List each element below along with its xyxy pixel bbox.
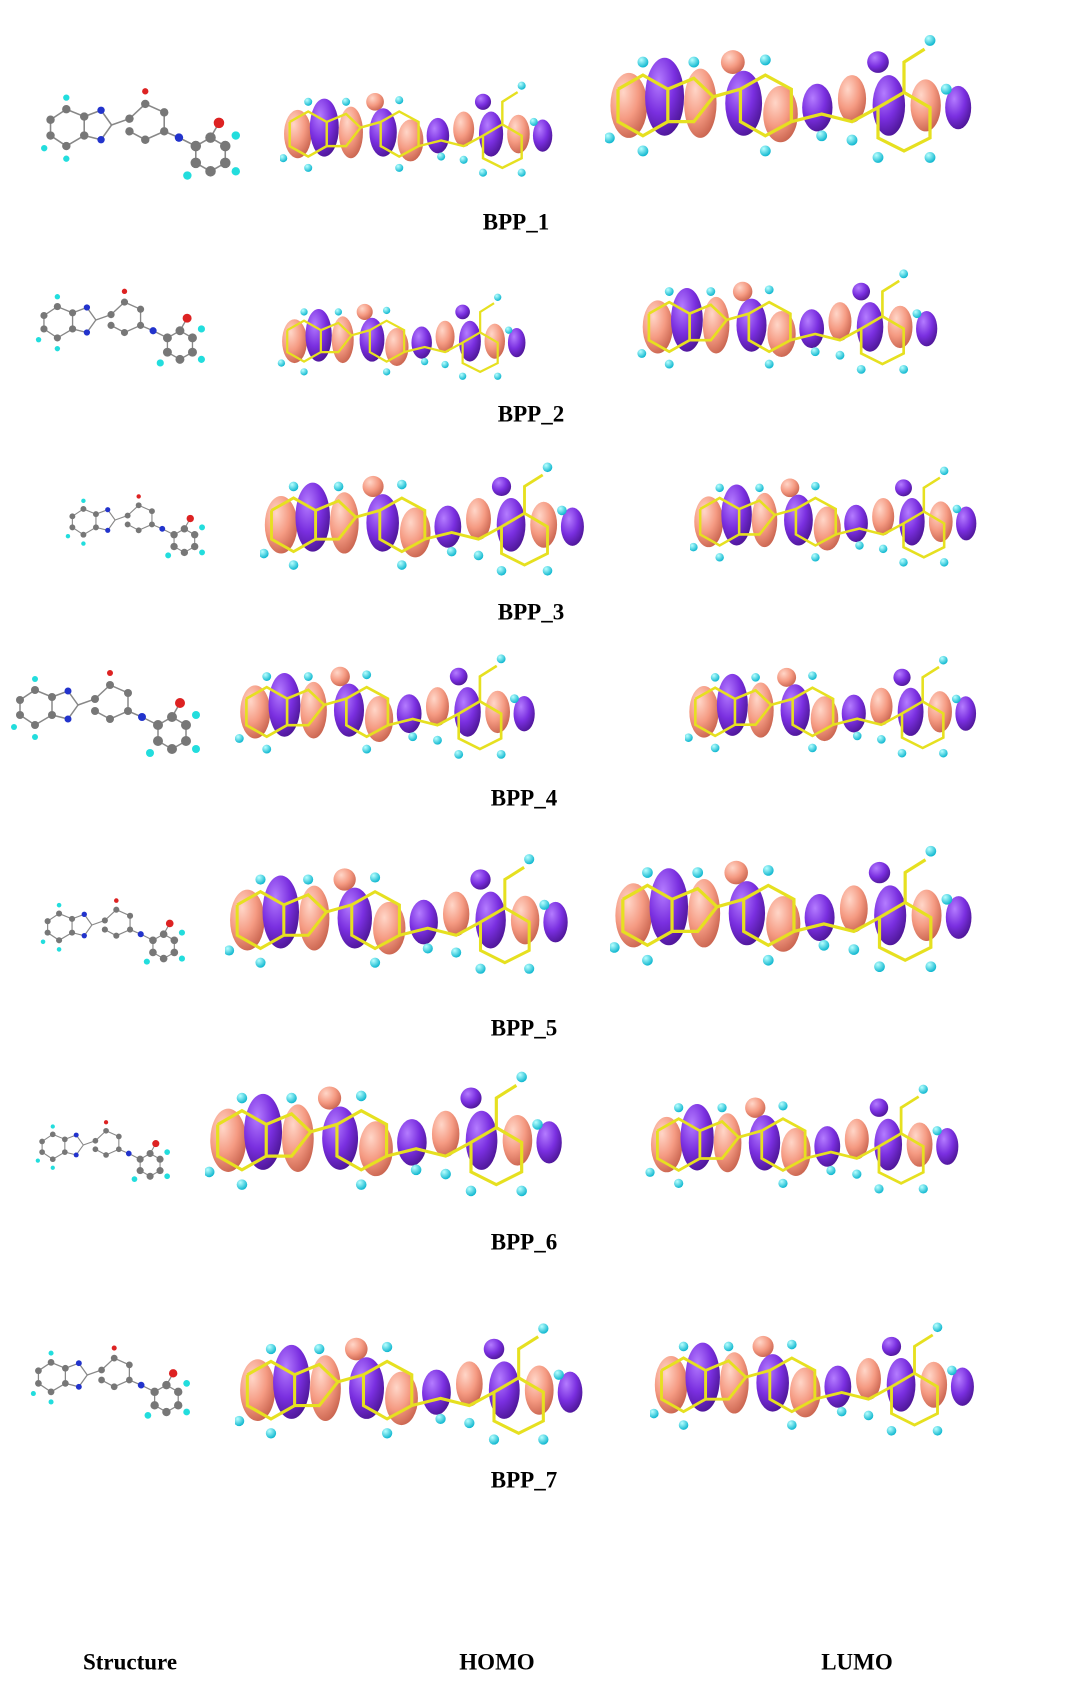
column-header: Structure [83,1649,177,1674]
lumo-image [609,846,972,972]
lumo-image [689,467,976,567]
row-label: BPP_7 [491,1467,557,1492]
row-label: BPP_4 [491,785,558,810]
structure-image [41,898,185,964]
lumo-image [649,1323,974,1436]
column-header: LUMO [821,1649,893,1674]
row-label: BPP_6 [491,1229,557,1254]
structure-image [41,88,240,180]
lumo-image [604,35,971,163]
homo-image [234,1323,582,1444]
structure-image [11,670,200,757]
figure: BPP_1 BPP_2 BPP_3 BPP_4 BPP_5 BPP_6 BPP_… [0,0,1083,1682]
structure-image [31,1346,190,1419]
structure-image [36,1120,170,1182]
homo-image [235,654,535,758]
homo-image [279,82,552,177]
homo-image [204,1072,562,1197]
column-header: HOMO [459,1649,534,1674]
homo-image [259,463,584,576]
lumo-image [645,1085,958,1194]
page: BPP_1 BPP_2 BPP_3 BPP_4 BPP_5 BPP_6 BPP_… [0,0,1083,1682]
structure-image [66,494,205,558]
row-label: BPP_2 [498,401,564,426]
lumo-image [637,269,937,373]
lumo-image [684,656,976,758]
homo-image [224,854,568,974]
row-label: BPP_5 [491,1015,557,1040]
homo-image [278,294,526,380]
row-label: BPP_3 [498,599,564,624]
structure-image [36,289,205,367]
row-label: BPP_1 [483,209,549,234]
